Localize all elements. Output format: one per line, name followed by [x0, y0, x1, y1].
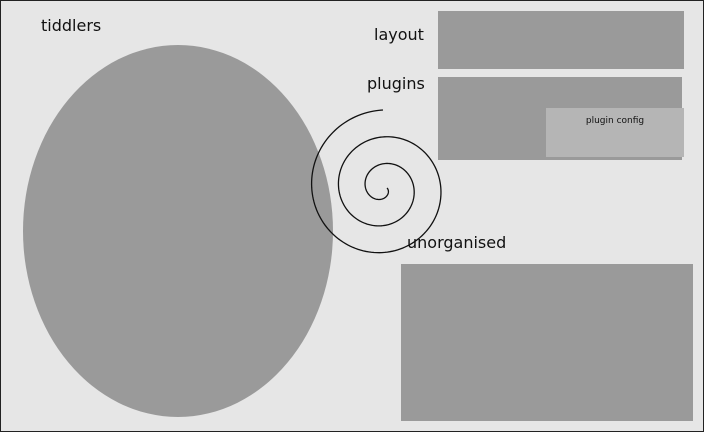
tiddlers-region	[23, 45, 333, 417]
plugin-config-region: plugin config	[546, 108, 684, 157]
tiddlers-label: tiddlers	[41, 16, 102, 35]
plugins-label: plugins	[367, 74, 425, 93]
layout-region	[438, 11, 684, 69]
unorganised-region	[401, 264, 693, 421]
unorganised-label: unorganised	[407, 233, 507, 252]
plugin-config-label: plugin config	[585, 116, 645, 126]
layout-label: layout	[374, 25, 424, 44]
